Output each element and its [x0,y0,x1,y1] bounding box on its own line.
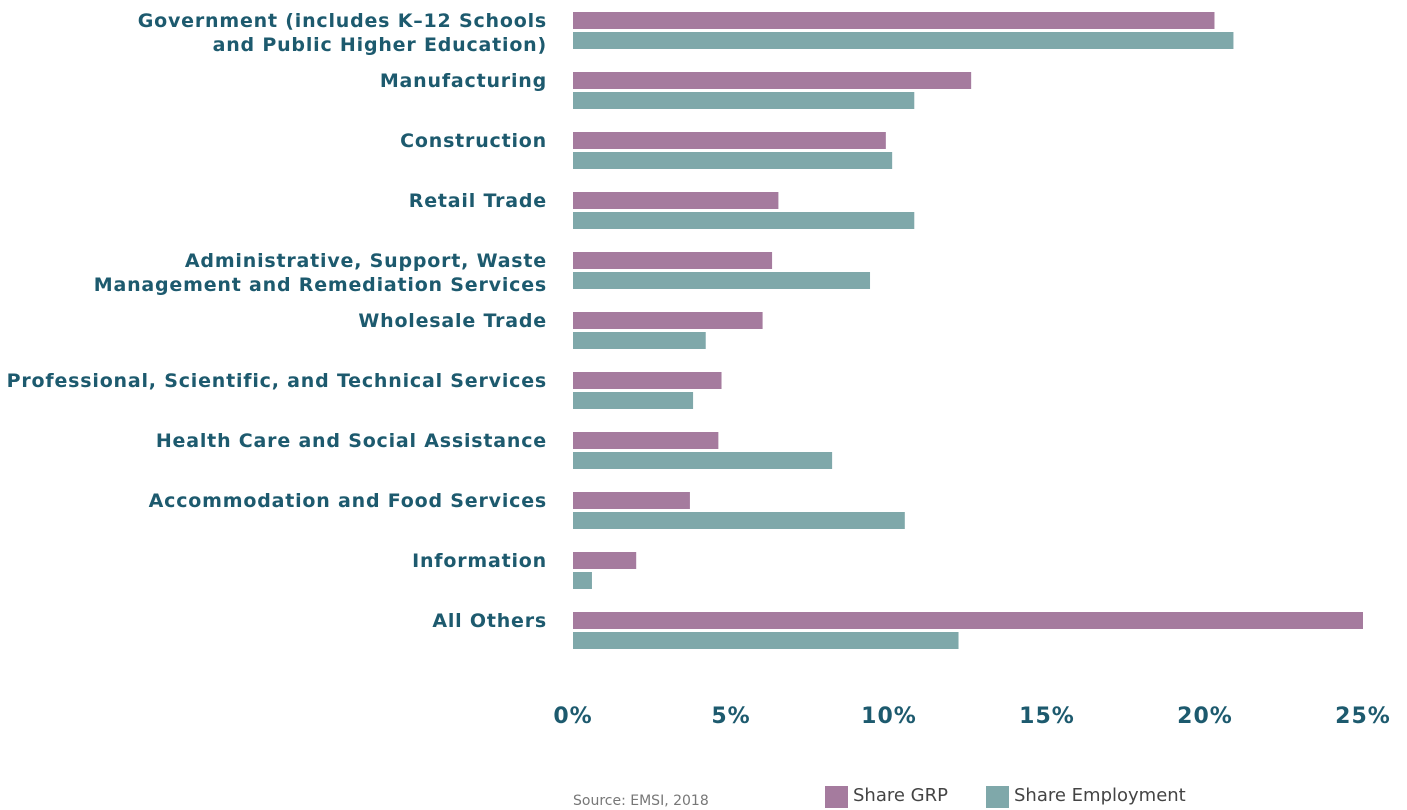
bar [573,572,592,589]
bar [573,312,763,329]
x-tick-label: 15% [1019,704,1075,729]
bar [573,252,773,269]
x-tick-label: 10% [861,704,917,729]
x-tick-label: 25% [1335,704,1391,729]
bar [573,152,893,169]
legend-label: Share GRP [853,785,948,806]
bar [573,512,905,529]
category-label: Administrative, Support, Waste Managemen… [93,250,547,296]
bar [573,12,1215,29]
category-label: Government (includes K–12 Schools and Pu… [137,10,547,56]
legend-label: Share Employment [1014,785,1186,806]
bar [573,632,959,649]
bar [573,372,722,389]
category-label: Professional, Scientific, and Technical … [6,370,547,392]
bar [573,432,719,449]
bar [573,72,972,89]
bar [573,212,915,229]
category-label: Information [412,550,547,572]
category-label: Accommodation and Food Services [148,490,547,512]
bar [573,612,1363,629]
bar [573,332,706,349]
category-label: Wholesale Trade [358,310,547,332]
bar [573,552,637,569]
bar [573,492,690,509]
legend-swatch [825,786,848,808]
bar [573,192,779,209]
x-tick-label: 20% [1177,704,1233,729]
category-label: Construction [400,130,547,152]
bar [573,392,694,409]
category-label: Health Care and Social Assistance [155,430,547,452]
x-tick-label: 0% [553,704,592,729]
bar [573,452,833,469]
bar [573,272,871,289]
legend-swatch [986,786,1009,808]
bar [573,32,1234,49]
x-tick-label: 5% [711,704,750,729]
bar [573,132,886,149]
bar [573,92,915,109]
category-label: Manufacturing [379,70,547,92]
category-label: All Others [432,610,547,632]
category-label: Retail Trade [408,190,547,212]
source: Source: EMSI, 2018 [573,793,709,809]
